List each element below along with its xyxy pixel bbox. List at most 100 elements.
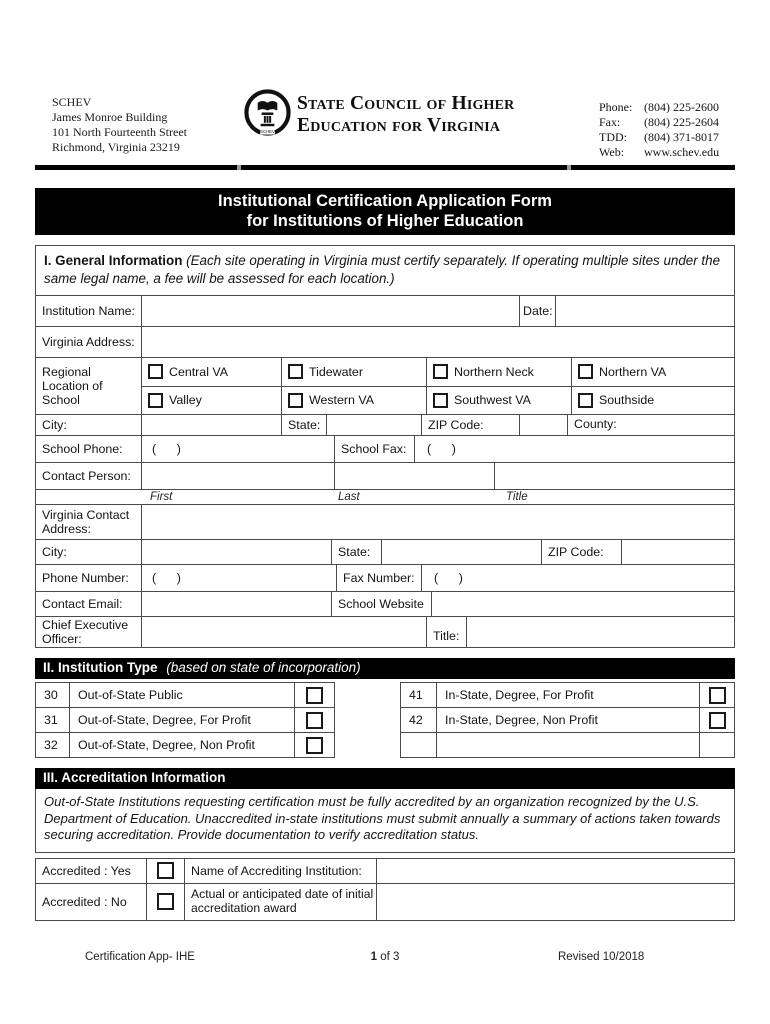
- ceo-label: Chief Executive Officer:: [42, 618, 129, 646]
- type-41-code: 41: [409, 688, 423, 702]
- tidewater-checkbox[interactable]: [288, 364, 303, 380]
- contact-state-input[interactable]: [381, 540, 541, 564]
- region-western-va: Western VA: [281, 386, 426, 414]
- phone-value: (804) 225-2600: [644, 100, 719, 114]
- contact-city-input[interactable]: [141, 540, 331, 564]
- school-website-label: School Website: [331, 592, 431, 616]
- school-state-label: State:: [281, 415, 326, 435]
- type-32-checkbox[interactable]: [306, 736, 323, 754]
- valley-label: Valley: [169, 393, 202, 408]
- contact-email-label: Contact Email:: [42, 597, 123, 611]
- accredited-yes-label: Accredited : Yes: [42, 863, 131, 878]
- fax-number-input[interactable]: ( ): [421, 565, 734, 591]
- school-phone-input[interactable]: ( ): [141, 436, 334, 462]
- row-accredited-no: Accredited : No Actual or anticipated da…: [36, 882, 734, 920]
- section1-heading: I. General Information (Each site operat…: [36, 246, 734, 295]
- type-row-42: 42 In-State, Degree, Non Profit: [401, 707, 734, 732]
- school-state-input[interactable]: [326, 415, 421, 435]
- school-zip-input[interactable]: [519, 415, 567, 435]
- valley-checkbox[interactable]: [148, 392, 163, 408]
- region-row-2: Valley Western VA Southwest VA Southside: [141, 385, 734, 414]
- section2-title: II. Institution Type: [43, 660, 158, 675]
- regional-location-label: Regional Location of School: [42, 365, 103, 407]
- sender-address: SCHEV James Monroe Building 101 North Fo…: [52, 95, 187, 155]
- phone-number-label: Phone Number:: [42, 571, 129, 585]
- ceo-input[interactable]: [141, 617, 426, 647]
- contact-state-label: State:: [331, 540, 381, 564]
- type-41-checkbox-cell: [699, 683, 734, 707]
- type-30-checkbox[interactable]: [306, 686, 323, 704]
- accreditation-instructions: Out-of-State Institutions requesting cer…: [35, 789, 735, 853]
- contact-info: Phone: (804) 225-2600 Fax: (804) 225-260…: [599, 100, 719, 160]
- addr-line-city: Richmond, Virginia 23219: [52, 140, 180, 154]
- type-empty-label: [436, 733, 699, 757]
- tdd-value: (804) 371-8017: [644, 130, 719, 144]
- org-name-line1: State Council of Higher: [297, 93, 515, 114]
- northern-va-checkbox[interactable]: [578, 364, 593, 380]
- addr-line-org: SCHEV: [52, 95, 92, 109]
- ceo-title-input[interactable]: [466, 617, 734, 647]
- type-31-checkbox[interactable]: [306, 711, 323, 729]
- out-of-state-table: 30 Out-of-State Public 31 Out-of-State, …: [35, 682, 335, 758]
- school-city-input[interactable]: [141, 415, 281, 435]
- type-row-30: 30 Out-of-State Public: [36, 683, 334, 707]
- southwest-va-checkbox[interactable]: [433, 392, 448, 408]
- region-central-va: Central VA: [141, 358, 281, 386]
- accredited-yes-checkbox-cell: [146, 858, 184, 883]
- contact-last-input[interactable]: [334, 463, 494, 489]
- western-va-checkbox[interactable]: [288, 392, 303, 408]
- addr-line-street: 101 North Fourteenth Street: [52, 125, 187, 139]
- southside-checkbox[interactable]: [578, 392, 593, 408]
- virginia-address-input[interactable]: [141, 327, 734, 357]
- type-31-checkbox-cell: [294, 708, 334, 732]
- footer-page-number: 1 of 3: [0, 951, 770, 963]
- central-va-checkbox[interactable]: [148, 364, 163, 380]
- type-41-checkbox[interactable]: [708, 686, 726, 704]
- contact-zip-input[interactable]: [621, 540, 734, 564]
- section-general-information: I. General Information (Each site operat…: [35, 245, 735, 648]
- contact-email-input[interactable]: [141, 592, 331, 616]
- region-northern-neck: Northern Neck: [426, 358, 571, 386]
- type-30-checkbox-cell: [294, 683, 334, 707]
- school-phone-label: School Phone:: [42, 442, 123, 456]
- row-virginia-address: Virginia Address:: [36, 326, 734, 357]
- region-southwest-va: Southwest VA: [426, 386, 571, 414]
- institution-type-tables: 30 Out-of-State Public 31 Out-of-State, …: [35, 682, 735, 758]
- western-va-label: Western VA: [309, 393, 374, 408]
- section3-title: III. Accreditation Information: [43, 770, 226, 785]
- contact-title-input[interactable]: [494, 463, 734, 489]
- date-input[interactable]: [555, 296, 734, 326]
- region-northern-va: Northern VA: [571, 358, 734, 386]
- type-42-checkbox[interactable]: [708, 711, 726, 729]
- va-contact-address-label: Virginia Contact Address:: [42, 508, 130, 536]
- school-website-input[interactable]: [431, 592, 734, 616]
- accredited-no-checkbox-cell: [146, 883, 184, 920]
- type-42-checkbox-cell: [699, 708, 734, 732]
- school-fax-input[interactable]: ( ): [414, 436, 734, 462]
- first-sublabel: First: [150, 491, 173, 503]
- org-name-line2: Education for Virginia: [297, 115, 501, 136]
- title-sublabel: Title: [506, 491, 528, 503]
- phone-number-input[interactable]: ( ): [141, 565, 336, 591]
- northern-neck-checkbox[interactable]: [433, 364, 448, 380]
- accrediting-institution-input[interactable]: [376, 858, 734, 883]
- type-31-code: 31: [44, 713, 58, 727]
- school-county-label: County:: [567, 415, 734, 435]
- region-tidewater: Tidewater: [281, 358, 426, 386]
- row-ceo: Chief Executive Officer: Title:: [36, 616, 734, 647]
- accreditation-award-date-input[interactable]: [376, 883, 734, 920]
- region-options: Central VA Tidewater Northern Neck North…: [141, 358, 734, 414]
- footer-revision: Revised 10/2018: [558, 950, 645, 963]
- org-name: State Council of Higher Education for Vi…: [297, 93, 515, 137]
- accredited-no-label: Accredited : No: [42, 894, 127, 909]
- va-contact-address-input[interactable]: [141, 505, 734, 539]
- fax-value: (804) 225-2604: [644, 115, 719, 129]
- accredited-no-checkbox[interactable]: [157, 893, 174, 910]
- section2-note: (based on state of incorporation): [166, 660, 361, 675]
- type-row-31: 31 Out-of-State, Degree, For Profit: [36, 707, 334, 732]
- type-32-checkbox-cell: [294, 733, 334, 757]
- institution-name-input[interactable]: [141, 296, 519, 326]
- accredited-yes-checkbox[interactable]: [157, 862, 174, 879]
- row-school-phone: School Phone: ( ) School Fax: ( ): [36, 435, 734, 462]
- contact-first-input[interactable]: [141, 463, 334, 489]
